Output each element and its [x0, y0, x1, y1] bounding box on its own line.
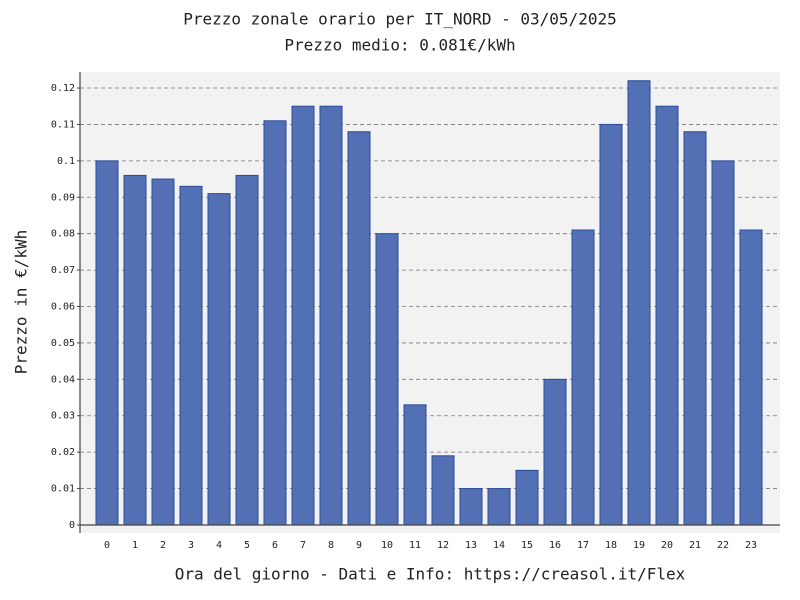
x-tick-label: 15 [521, 540, 533, 551]
x-tick-label: 10 [381, 540, 393, 551]
x-tick-label: 12 [437, 540, 449, 551]
y-tick-label: 0.08 [51, 229, 75, 240]
y-tick-label: 0.1 [57, 156, 75, 167]
y-tick-label: 0.12 [51, 83, 75, 94]
bar [235, 174, 259, 526]
x-tick-label: 17 [577, 540, 589, 551]
chart-subtitle: Prezzo medio: 0.081€/kWh [284, 36, 515, 55]
bar [683, 131, 707, 526]
x-tick-label: 2 [160, 540, 166, 551]
bar [207, 193, 231, 526]
y-tick-label: 0.03 [51, 411, 75, 422]
x-tick-label: 18 [605, 540, 617, 551]
x-tick-label: 16 [549, 540, 561, 551]
bar [375, 233, 399, 526]
bar [95, 160, 119, 526]
x-tick-label: 3 [188, 540, 194, 551]
x-tick-label: 7 [300, 540, 306, 551]
bar [319, 105, 343, 526]
x-axis-label: Ora del giorno - Dati e Info: https://cr… [175, 565, 686, 584]
x-tick-label: 5 [244, 540, 250, 551]
bar [459, 488, 483, 526]
bar [599, 123, 623, 526]
bar [151, 178, 175, 526]
bar [515, 469, 539, 526]
bar [627, 80, 651, 526]
bar [179, 185, 203, 526]
y-axis-label: Prezzo in €/kWh [12, 230, 31, 375]
x-tick-label: 11 [409, 540, 421, 551]
x-tick-label: 13 [465, 540, 477, 551]
bar [123, 174, 147, 526]
chart-title: Prezzo zonale orario per IT_NORD - 03/05… [183, 10, 616, 29]
y-tick-label: 0 [69, 520, 75, 531]
bar [543, 378, 567, 526]
y-tick-label: 0.06 [51, 302, 75, 313]
bar [739, 229, 763, 526]
bar [403, 404, 427, 526]
x-tick-label: 9 [356, 540, 362, 551]
y-tick-label: 0.07 [51, 265, 75, 276]
x-tick-label: 21 [689, 540, 701, 551]
bar [347, 131, 371, 526]
x-tick-label: 20 [661, 540, 673, 551]
bar [655, 105, 679, 526]
bar [571, 229, 595, 526]
x-tick-label: 4 [216, 540, 222, 551]
y-tick-label: 0.09 [51, 192, 75, 203]
bar [263, 120, 287, 526]
x-tick-label: 0 [104, 540, 110, 551]
y-tick-label: 0.01 [51, 484, 75, 495]
x-tick-label: 19 [633, 540, 645, 551]
x-tick-label: 8 [328, 540, 334, 551]
bar [711, 160, 735, 526]
bar [431, 455, 455, 526]
y-tick-label: 0.02 [51, 447, 75, 458]
y-tick-label: 0.05 [51, 338, 75, 349]
y-tick-label: 0.04 [51, 374, 75, 385]
x-tick-label: 22 [717, 540, 729, 551]
y-tick-label: 0.11 [51, 119, 75, 130]
x-tick-label: 6 [272, 540, 278, 551]
bar [487, 488, 511, 526]
x-tick-label: 1 [132, 540, 138, 551]
bar [291, 105, 315, 526]
x-tick-label: 23 [745, 540, 757, 551]
x-tick-label: 14 [493, 540, 505, 551]
